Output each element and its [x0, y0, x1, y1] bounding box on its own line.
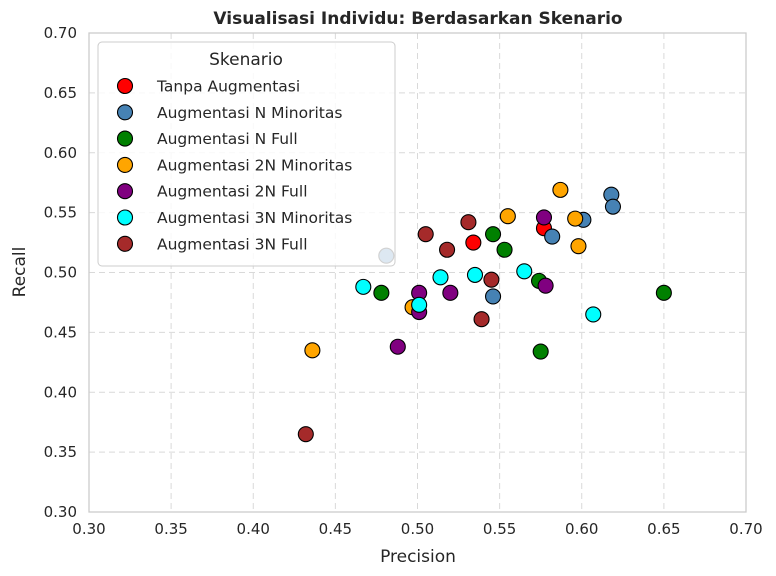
- y-axis-ticks: 0.30 0.35 0.40 0.45 0.50 0.55 0.60 0.65 0.70: [44, 24, 77, 521]
- data-point: [532, 343, 549, 360]
- legend-entry: Augmentasi N Minoritas: [157, 104, 342, 122]
- y-tick-label: 0.70: [44, 24, 77, 42]
- legend: Skenario Tanpa Augmentasi Augmentasi N Mi…: [97, 41, 396, 267]
- data-point: [485, 226, 502, 243]
- legend-marker: [116, 104, 134, 121]
- data-points: [297, 181, 672, 443]
- y-tick-label: 0.60: [44, 144, 77, 162]
- plot-frame: [88, 32, 747, 513]
- x-tick-label: 0.65: [647, 520, 680, 538]
- data-point: [473, 311, 490, 328]
- data-point: [466, 266, 484, 283]
- x-tick-label: 0.40: [237, 520, 270, 538]
- x-tick-label: 0.35: [154, 520, 187, 538]
- legend-entry: Augmentasi 2N Minoritas: [157, 156, 352, 174]
- data-point: [483, 271, 500, 288]
- legend-entry: Tanpa Augmentasi: [156, 78, 300, 96]
- legend-marker: [116, 235, 134, 252]
- x-tick-label: 0.70: [729, 520, 762, 538]
- x-tick-label: 0.30: [72, 520, 105, 538]
- data-point: [535, 209, 553, 226]
- legend-marker: [116, 183, 134, 200]
- data-point: [417, 226, 434, 243]
- data-point: [485, 288, 502, 305]
- legend-marker: [116, 77, 134, 95]
- legend-entry: Augmentasi 2N Full: [157, 183, 308, 201]
- data-point: [411, 296, 428, 313]
- data-point: [655, 284, 672, 301]
- legend-marker: [116, 156, 134, 173]
- data-point: [570, 238, 587, 255]
- data-point: [516, 263, 533, 280]
- data-point: [496, 241, 513, 258]
- y-tick-label: 0.65: [44, 84, 77, 102]
- y-tick-label: 0.50: [44, 264, 77, 282]
- data-point: [439, 241, 456, 258]
- legend-marker: [116, 209, 134, 226]
- x-axis-label: Precision: [380, 547, 456, 567]
- data-point: [355, 278, 372, 295]
- data-point: [567, 210, 584, 227]
- data-point: [604, 198, 622, 215]
- y-tick-label: 0.55: [44, 204, 77, 222]
- data-point: [389, 338, 406, 355]
- data-point: [373, 284, 390, 301]
- data-point: [465, 234, 482, 251]
- data-point: [432, 269, 449, 286]
- data-point: [585, 306, 602, 323]
- legend-entry: Augmentasi 3N Full: [157, 235, 308, 253]
- x-tick-label: 0.50: [401, 520, 434, 538]
- y-tick-label: 0.45: [44, 323, 77, 341]
- x-tick-label: 0.55: [483, 520, 516, 538]
- x-tick-label: 0.45: [319, 520, 352, 538]
- data-point: [537, 277, 554, 294]
- data-point: [552, 181, 569, 198]
- legend-title: Skenario: [209, 50, 283, 70]
- data-point: [297, 426, 314, 443]
- legend-entry: Augmentasi N Full: [157, 130, 298, 148]
- y-tick-label: 0.40: [44, 383, 77, 401]
- chart-title: Visualisasi Individu: Berdasarkan Skenar…: [213, 9, 622, 29]
- y-tick-label: 0.30: [44, 503, 77, 521]
- legend-entry: Augmentasi 3N Minoritas: [157, 209, 352, 227]
- data-point: [499, 208, 516, 225]
- legend-box: [97, 41, 396, 267]
- y-tick-label: 0.35: [44, 443, 77, 461]
- legend-marker: [116, 130, 134, 147]
- data-point: [442, 284, 459, 301]
- data-point: [544, 228, 561, 245]
- data-point: [304, 342, 321, 359]
- y-axis-label: Recall: [10, 247, 30, 298]
- data-point: [460, 214, 477, 231]
- x-axis-ticks: 0.30 0.35 0.40 0.45 0.50 0.55 0.60 0.65 0.70: [72, 520, 762, 538]
- x-tick-label: 0.60: [565, 520, 598, 538]
